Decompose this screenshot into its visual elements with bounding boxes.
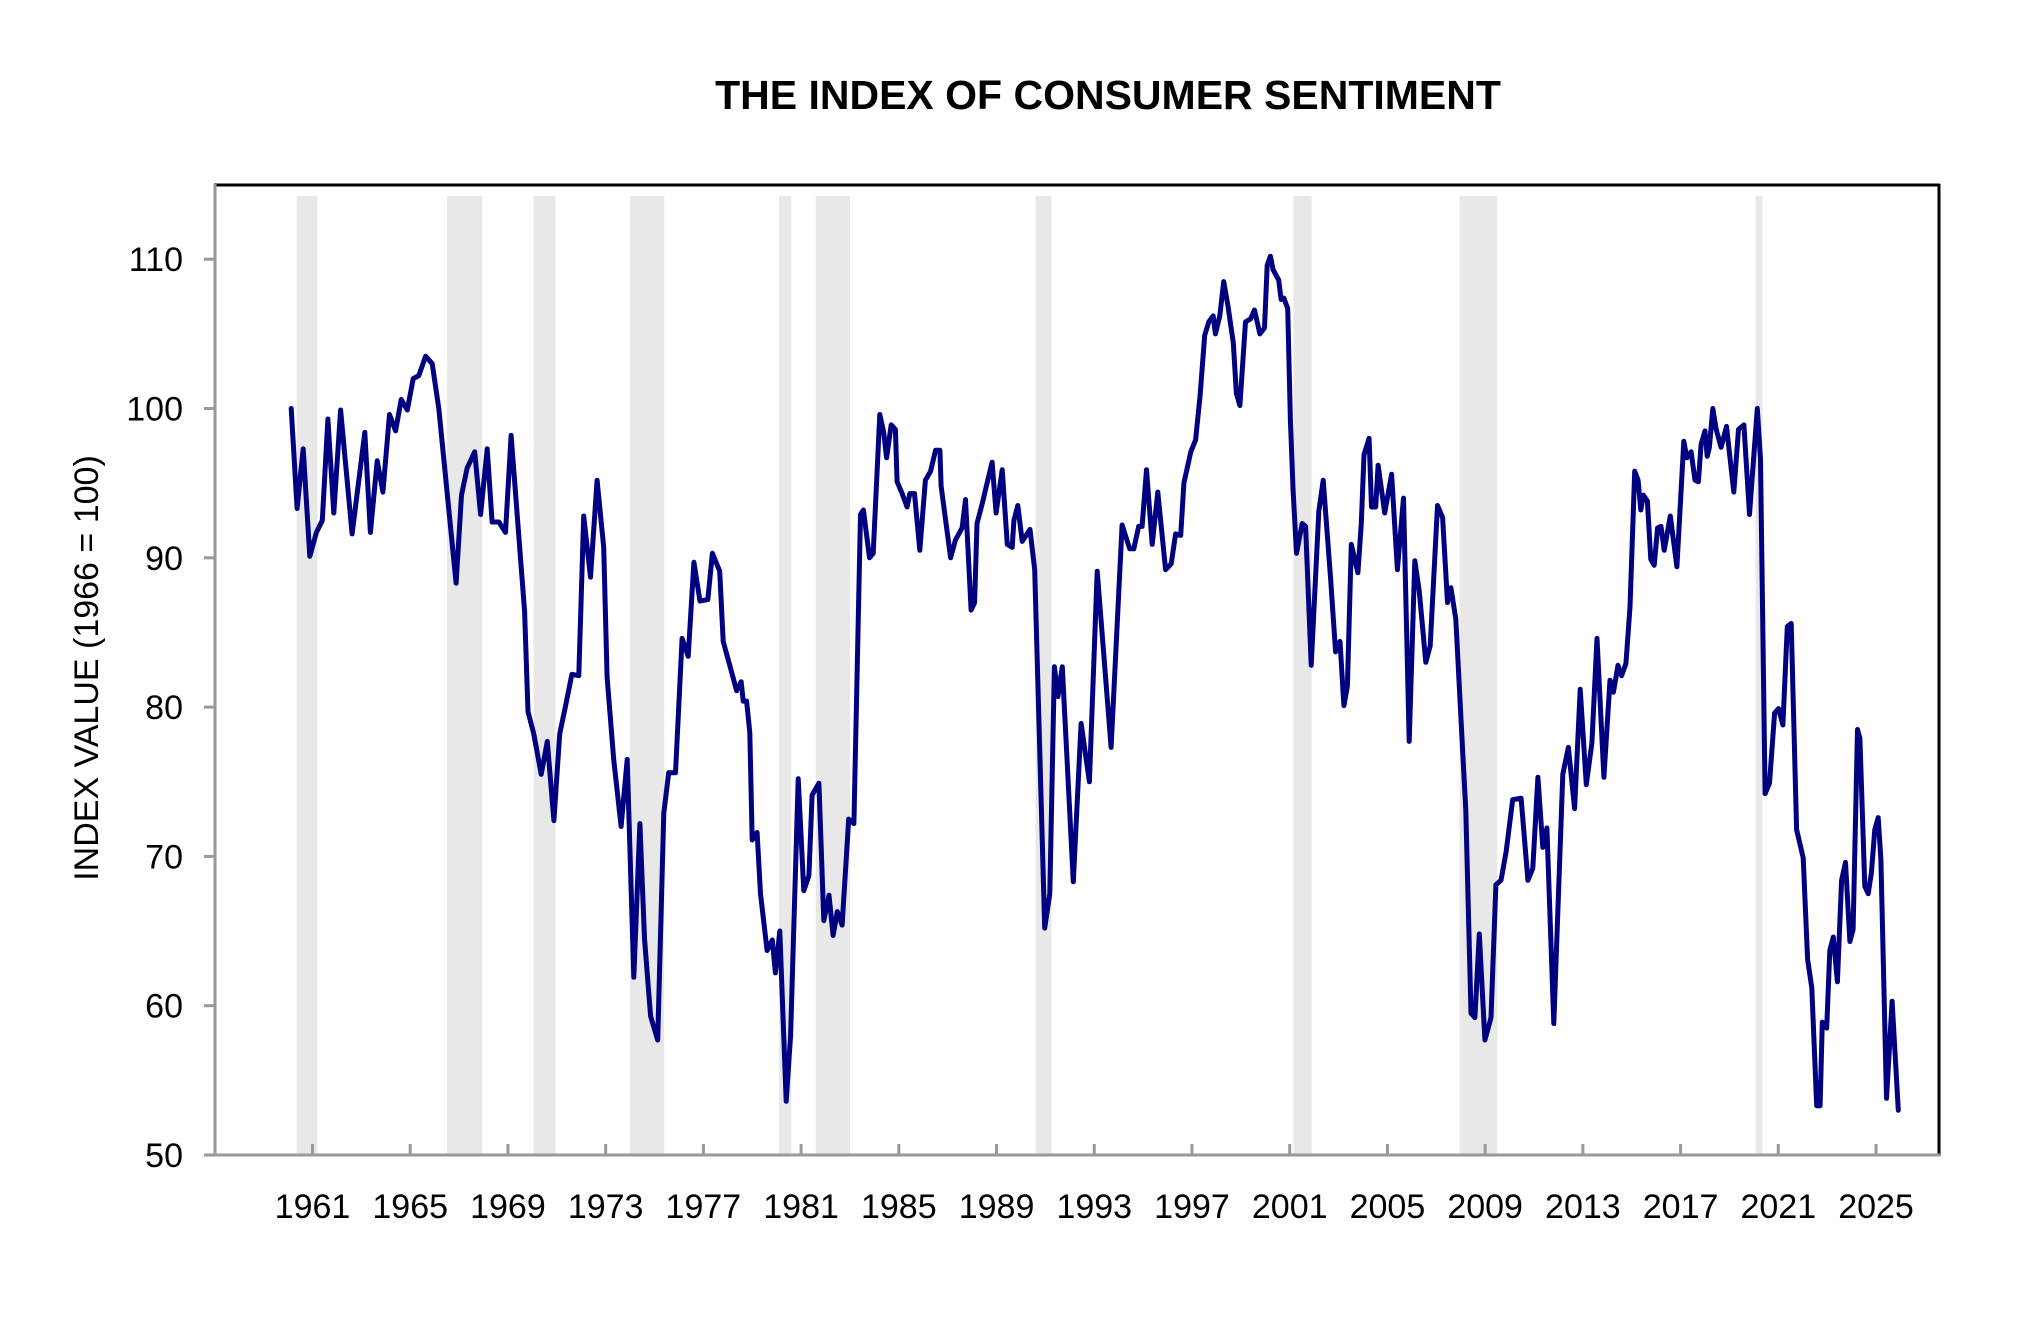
x-tick-label: 1985 (861, 1188, 937, 1226)
x-tick-label: 1965 (372, 1188, 448, 1226)
recession-band (1293, 196, 1312, 1155)
x-axis-ticks: 1961 1965 1969 1973 1977 1981 1985 1989 1993 1997… (275, 1144, 1914, 1226)
x-tick-label: 2013 (1545, 1188, 1621, 1226)
y-tick-label: 90 (145, 540, 183, 578)
y-tick-label: 70 (145, 838, 183, 876)
x-tick-label: 2009 (1447, 1188, 1523, 1226)
recession-band (446, 196, 483, 1155)
y-tick-label: 60 (145, 988, 183, 1026)
x-tick-label: 2001 (1252, 1188, 1328, 1226)
x-tick-label: 2017 (1643, 1188, 1719, 1226)
x-tick-label: 1961 (275, 1188, 351, 1226)
y-tick-label: 80 (145, 689, 183, 727)
y-axis-ticks: 50 60 70 80 90 100 110 (126, 241, 215, 1175)
x-tick-label: 2021 (1740, 1188, 1816, 1226)
y-tick-label: 100 (126, 391, 183, 429)
x-tick-label: 2005 (1350, 1188, 1426, 1226)
x-tick-label: 1989 (959, 1188, 1035, 1226)
x-tick-label: 1993 (1056, 1188, 1132, 1226)
x-tick-label: 1997 (1154, 1188, 1230, 1226)
y-tick-label: 50 (145, 1137, 183, 1175)
chart-title: THE INDEX OF CONSUMER SENTIMENT (715, 72, 1501, 118)
recession-band (296, 196, 318, 1155)
y-axis-label: INDEX VALUE (1966 = 100) (68, 455, 106, 881)
plot-frame (205, 183, 1941, 1157)
recession-band (533, 196, 556, 1155)
recession-band (779, 196, 792, 1155)
x-tick-label: 1969 (470, 1188, 546, 1226)
y-tick-label: 110 (129, 241, 183, 279)
recession-bands (296, 196, 1763, 1155)
x-tick-label: 2025 (1838, 1188, 1914, 1226)
x-tick-label: 1981 (763, 1188, 839, 1226)
x-tick-label: 1977 (666, 1188, 742, 1226)
sentiment-series-line (288, 253, 1901, 1113)
recession-band (815, 196, 850, 1155)
recession-band (1755, 196, 1763, 1155)
x-tick-label: 1973 (568, 1188, 644, 1226)
